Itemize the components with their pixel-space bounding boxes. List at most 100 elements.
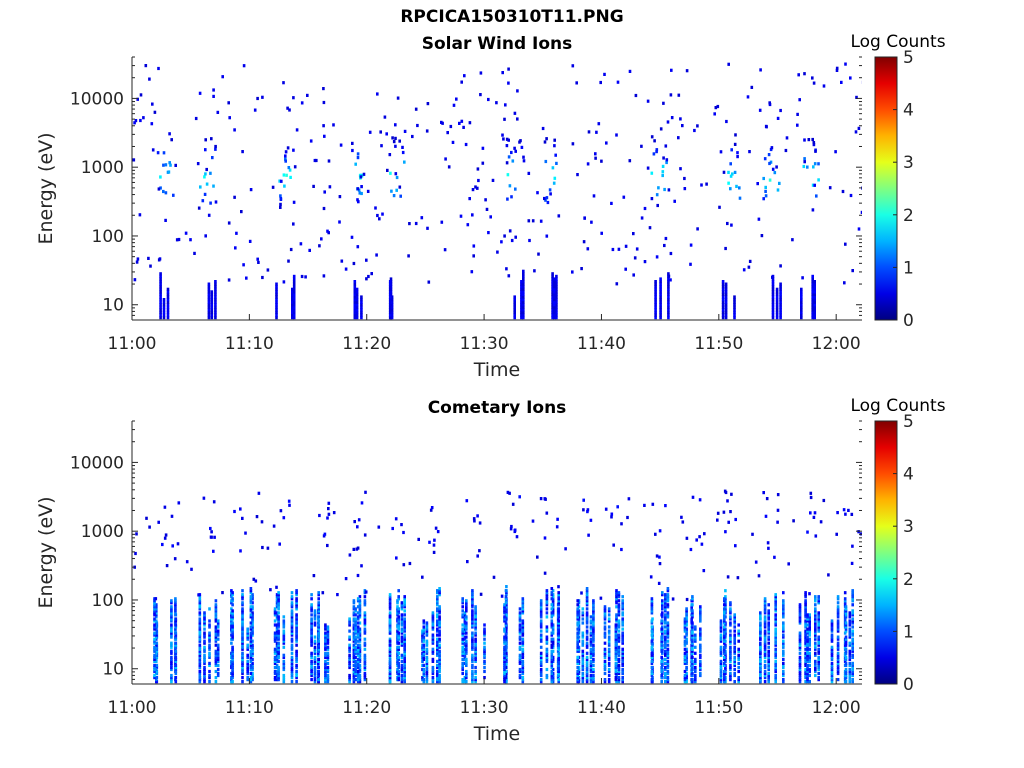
- heatmap-cell: [659, 295, 662, 299]
- heatmap-cell: [391, 136, 394, 140]
- heatmap-cell: [155, 678, 158, 682]
- heatmap-cell: [273, 678, 277, 682]
- heatmap-cell: [851, 631, 854, 635]
- heatmap-cell: [470, 270, 474, 274]
- heatmap-cell: [650, 671, 654, 676]
- heatmap-cell: [581, 617, 585, 621]
- heatmap-cell: [198, 605, 202, 609]
- heatmap-cell: [282, 678, 286, 682]
- heatmap-cell: [719, 629, 723, 633]
- heatmap-cell: [733, 303, 736, 307]
- heatmap-cell: [403, 605, 406, 609]
- heatmap-cell: [830, 661, 834, 665]
- heatmap-cell: [836, 607, 840, 611]
- heatmap-cell: [170, 605, 173, 609]
- heatmap-cell: [249, 641, 253, 645]
- heatmap-cell: [714, 106, 718, 110]
- heatmap-cell: [729, 673, 732, 678]
- heatmap-cell: [176, 542, 180, 546]
- colorbar-tick-label: 0: [903, 311, 914, 331]
- heatmap-cell: [666, 669, 670, 674]
- heatmap-cell: [581, 643, 585, 647]
- heatmap-cell: [624, 267, 627, 271]
- heatmap-cell: [814, 653, 817, 657]
- heatmap-cell: [653, 139, 656, 143]
- heatmap-cell: [836, 657, 840, 661]
- heatmap-cell: [733, 305, 736, 309]
- heatmap-cell: [759, 667, 762, 672]
- heatmap-cell: [275, 665, 279, 670]
- heatmap-cell: [203, 653, 206, 657]
- heatmap-cell: [313, 158, 317, 163]
- heatmap-cell: [465, 639, 468, 643]
- heatmap-cell: [581, 678, 585, 682]
- heatmap-cell: [660, 619, 663, 623]
- heatmap-cell: [388, 298, 392, 302]
- heatmap-cell: [170, 623, 173, 627]
- heatmap-cell: [273, 635, 277, 639]
- heatmap-cell: [461, 667, 464, 672]
- heatmap-cell: [174, 163, 177, 167]
- heatmap-cell: [719, 676, 723, 680]
- heatmap-cell: [277, 671, 280, 676]
- heatmap-cell: [355, 292, 359, 296]
- heatmap-cell: [249, 609, 253, 613]
- heatmap-cell: [585, 595, 589, 599]
- heatmap-cell: [830, 639, 834, 643]
- heatmap-cell: [763, 625, 767, 629]
- heatmap-cell: [275, 300, 278, 304]
- heatmap-cell: [290, 639, 294, 643]
- heatmap-cell: [388, 678, 392, 682]
- heatmap-cell: [363, 661, 367, 665]
- heatmap-cell: [310, 665, 313, 670]
- heatmap-cell: [354, 647, 357, 651]
- heatmap-cell: [521, 649, 525, 653]
- heatmap-cell: [767, 615, 770, 619]
- heatmap-cell: [207, 213, 211, 217]
- heatmap-cell: [358, 653, 362, 657]
- heatmap-cell: [814, 625, 817, 629]
- heatmap-cell: [474, 185, 477, 189]
- heatmap-cell: [326, 629, 330, 633]
- heatmap-cell: [814, 669, 817, 674]
- heatmap-cell: [664, 661, 667, 665]
- heatmap-cell: [422, 629, 426, 633]
- heatmap-cell: [830, 676, 834, 680]
- heatmap-cell: [691, 629, 694, 633]
- heatmap-cell: [836, 647, 840, 651]
- heatmap-cell: [737, 629, 740, 633]
- heatmap-cell: [310, 623, 313, 627]
- heatmap-cell: [292, 303, 296, 307]
- heatmap-cell: [650, 645, 654, 649]
- heatmap-cell: [666, 625, 670, 629]
- heatmap-cell: [557, 659, 560, 663]
- heatmap-cell: [557, 585, 560, 589]
- heatmap-cell: [782, 625, 785, 629]
- heatmap-cell: [436, 591, 439, 595]
- heatmap-cell: [651, 667, 654, 672]
- heatmap-cell: [655, 255, 659, 259]
- heatmap-cell: [328, 185, 332, 189]
- heatmap-cell: [455, 97, 458, 101]
- heatmap-cell: [689, 262, 692, 266]
- heatmap-cell: [356, 645, 360, 649]
- heatmap-cell: [650, 653, 654, 657]
- heatmap-cell: [461, 623, 464, 627]
- heatmap-cell: [614, 663, 618, 667]
- heatmap-cell: [174, 653, 177, 657]
- heatmap-cell: [724, 308, 728, 312]
- heatmap-cell: [162, 298, 166, 302]
- heatmap-cell: [241, 663, 244, 667]
- heatmap-cell: [212, 94, 215, 98]
- heatmap-cell: [205, 182, 209, 186]
- heatmap-cell: [502, 137, 505, 141]
- heatmap-cell: [827, 573, 830, 577]
- heatmap-cell: [162, 316, 166, 320]
- heatmap-cell: [461, 639, 464, 643]
- heatmap-cell: [230, 607, 233, 611]
- heatmap-cell: [614, 645, 618, 649]
- heatmap-cell: [763, 643, 767, 647]
- heatmap-cell: [471, 635, 474, 639]
- heatmap-cell: [555, 282, 558, 286]
- heatmap-cell: [771, 305, 775, 309]
